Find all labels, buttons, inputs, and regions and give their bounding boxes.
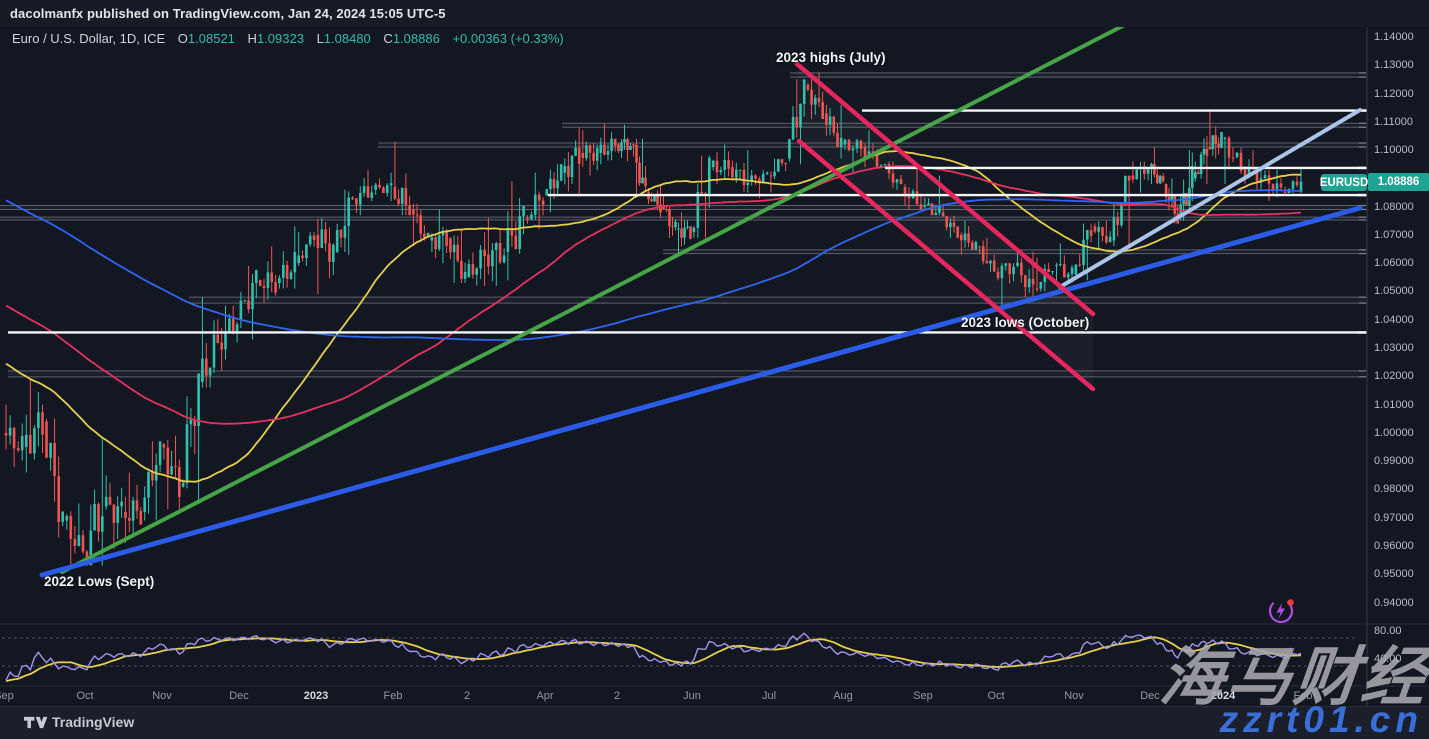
high-value: 1.09323 bbox=[256, 31, 304, 46]
price-tick-label: 1.00000 bbox=[1374, 426, 1414, 439]
change-value: +0.00363 (+0.33%) bbox=[452, 31, 564, 46]
time-tick-label: Dec bbox=[229, 690, 249, 702]
flash-reaction-icon[interactable] bbox=[1265, 595, 1299, 629]
price-tick-label: 1.12000 bbox=[1374, 87, 1414, 100]
pink-channel-upper bbox=[794, 61, 1096, 317]
time-tick-label: 2 bbox=[463, 690, 471, 702]
price-tick-label: 0.97000 bbox=[1374, 511, 1414, 524]
low-label: L bbox=[316, 31, 324, 46]
close-value: 1.08886 bbox=[392, 31, 440, 46]
rsi-tick-label: 40.00 bbox=[1374, 653, 1402, 665]
time-tick-label: Feb bbox=[383, 690, 403, 702]
time-tick-label: Feb bbox=[1293, 690, 1313, 702]
price-tick-label: 0.98000 bbox=[1374, 483, 1414, 496]
time-tick-label: Nov bbox=[1064, 690, 1084, 702]
rsi-tick-label: 80.00 bbox=[1374, 625, 1402, 637]
price-tick-label: 1.10000 bbox=[1374, 144, 1414, 157]
time-tick-label: 2023 bbox=[303, 690, 329, 702]
open-label: O bbox=[177, 31, 188, 46]
moving-averages bbox=[5, 150, 1302, 483]
price-tick-label: 1.05000 bbox=[1374, 285, 1414, 298]
rsi-panel bbox=[2, 632, 1357, 682]
time-tick-label: Jul bbox=[761, 690, 777, 702]
rsi-ma-line bbox=[5, 636, 1302, 682]
price-tick-label: 1.03000 bbox=[1374, 342, 1414, 355]
blue-uptrend bbox=[39, 205, 1363, 578]
price-tick-label: 1.01000 bbox=[1374, 398, 1414, 411]
price-tick-label: 0.94000 bbox=[1374, 596, 1414, 609]
white-levels bbox=[8, 72, 1367, 378]
time-tick-label: Nov bbox=[152, 690, 172, 702]
lightning-bolt-icon bbox=[1276, 603, 1285, 619]
rsi-line bbox=[5, 632, 1302, 681]
time-tick-label: Aug bbox=[833, 690, 853, 702]
annotation-2023-lows: 2023 lows (October) bbox=[961, 315, 1090, 330]
price-tick-label: 0.99000 bbox=[1374, 455, 1414, 468]
time-tick-label: Oct bbox=[76, 690, 94, 702]
panel-separators bbox=[0, 27, 1429, 706]
trendlines[interactable] bbox=[39, 17, 1363, 578]
price-tick-label: 1.07000 bbox=[1374, 228, 1414, 241]
time-tick-label: Dec bbox=[1140, 690, 1160, 702]
watermark-url: zzrt01.cn bbox=[1219, 699, 1423, 739]
price-tick-label: 1.13000 bbox=[1374, 59, 1414, 72]
price-tick-label: 1.02000 bbox=[1374, 370, 1414, 383]
time-tick-label: 2 bbox=[613, 690, 621, 702]
annotation-2023-highs: 2023 highs (July) bbox=[776, 50, 886, 65]
annotation-2022-lows: 2022 Lows (Sept) bbox=[44, 574, 155, 589]
pale-uptrend bbox=[1058, 108, 1362, 289]
green-uptrend bbox=[60, 27, 1125, 574]
symbol-legend[interactable]: Euro / U.S. Dollar, 1D, ICE O1.08521 H1.… bbox=[12, 31, 564, 46]
last-price-tag: 1.08886 bbox=[1368, 173, 1429, 191]
pink-channel-lower bbox=[796, 138, 1096, 392]
open-value: 1.08521 bbox=[187, 31, 235, 46]
time-tick-label: Apr bbox=[536, 690, 554, 702]
price-tick-label: 1.04000 bbox=[1374, 313, 1414, 326]
publish-header: dacolmanfx published on TradingView.com,… bbox=[0, 0, 1429, 27]
time-tick-label: 2024 bbox=[1210, 690, 1236, 702]
symbol-tag: EURUSD bbox=[1320, 174, 1368, 191]
price-tick-label: 1.06000 bbox=[1374, 257, 1414, 270]
time-tick-label: Jun bbox=[683, 690, 701, 702]
close-label: C bbox=[383, 31, 393, 46]
time-tick-label: Sep bbox=[913, 690, 933, 702]
tradingview-logo-icon[interactable] bbox=[24, 714, 48, 731]
publisher-line: dacolmanfx published on TradingView.com,… bbox=[10, 6, 446, 21]
footer-bar bbox=[0, 706, 1429, 739]
candles-layer bbox=[4, 72, 1303, 566]
tradingview-brand-text[interactable]: TradingView bbox=[52, 714, 135, 730]
low-value: 1.08480 bbox=[323, 31, 371, 46]
price-tick-label: 0.96000 bbox=[1374, 539, 1414, 552]
price-tick-label: 1.11000 bbox=[1374, 115, 1413, 128]
price-tick-label: 0.95000 bbox=[1374, 568, 1414, 581]
notification-dot bbox=[1287, 599, 1294, 606]
high-label: H bbox=[247, 31, 257, 46]
symbol-title: Euro / U.S. Dollar, 1D, ICE bbox=[12, 31, 166, 46]
price-tick-label: 1.14000 bbox=[1374, 31, 1414, 43]
time-tick-label: Sep bbox=[0, 690, 14, 702]
price-tick-label: 1.08000 bbox=[1374, 200, 1414, 213]
time-tick-label: Oct bbox=[987, 690, 1005, 702]
